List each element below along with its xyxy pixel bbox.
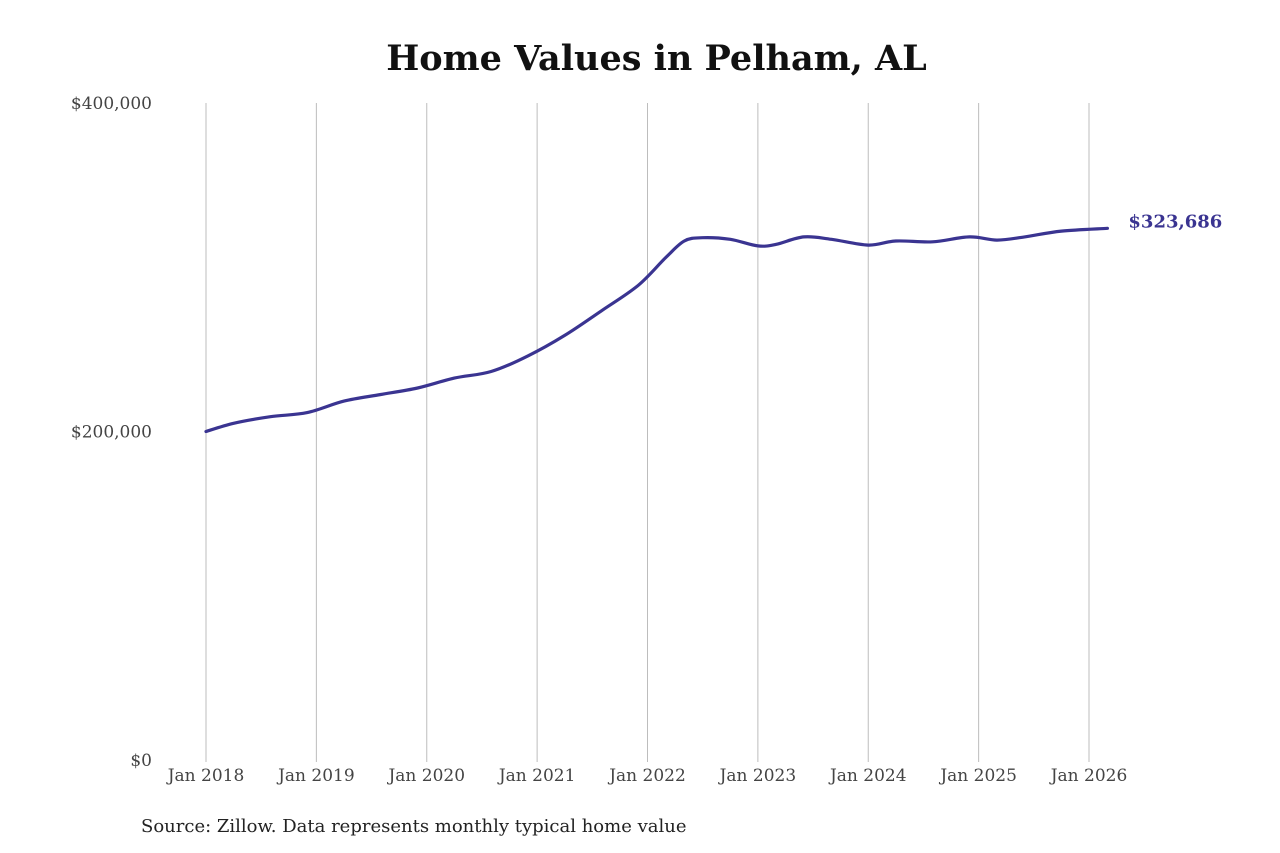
x-tick-label: Jan 2021 [497, 766, 576, 786]
series-layer: $323,686 [204, 211, 1222, 434]
grid-lines [205, 103, 1090, 762]
x-tick-label: Jan 2018 [166, 766, 245, 786]
x-tick-label: Jan 2022 [607, 766, 686, 786]
y-tick-label: $0 [130, 751, 152, 771]
x-tick-label: Jan 2024 [828, 766, 907, 786]
x-tick-label: Jan 2019 [276, 766, 355, 786]
y-axis-labels: $0 $200,000 $400,000 [71, 94, 152, 771]
source-note: Source: Zillow. Data represents monthly … [141, 816, 687, 837]
end-value-label: $323,686 [1128, 211, 1222, 232]
series-line [204, 226, 1109, 434]
y-tick-label: $200,000 [71, 423, 152, 443]
x-tick-label: Jan 2023 [718, 766, 797, 786]
chart-title: Home Values in Pelham, AL [386, 38, 927, 79]
x-tick-label: Jan 2026 [1049, 766, 1128, 786]
x-tick-label: Jan 2025 [938, 766, 1017, 786]
y-tick-label: $400,000 [71, 94, 152, 114]
x-tick-label: Jan 2020 [386, 766, 465, 786]
x-axis-labels: Jan 2018 Jan 2019 Jan 2020 Jan 2021 Jan 2022… [166, 766, 1128, 786]
